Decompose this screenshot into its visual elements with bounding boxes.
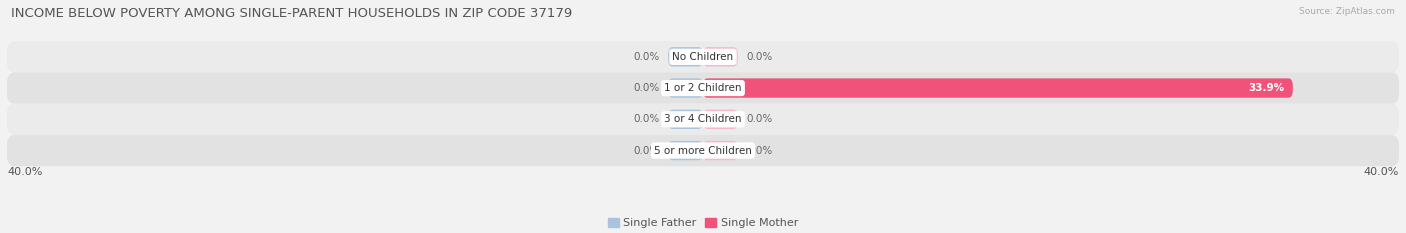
Text: 1 or 2 Children: 1 or 2 Children <box>664 83 742 93</box>
FancyBboxPatch shape <box>703 47 738 66</box>
FancyBboxPatch shape <box>7 41 1399 72</box>
Text: 0.0%: 0.0% <box>747 146 773 156</box>
Text: 0.0%: 0.0% <box>633 146 659 156</box>
FancyBboxPatch shape <box>703 110 738 129</box>
Text: 40.0%: 40.0% <box>7 168 42 178</box>
FancyBboxPatch shape <box>703 78 1294 98</box>
Text: 0.0%: 0.0% <box>747 114 773 124</box>
FancyBboxPatch shape <box>7 135 1399 166</box>
FancyBboxPatch shape <box>668 47 703 66</box>
Text: 0.0%: 0.0% <box>633 83 659 93</box>
FancyBboxPatch shape <box>7 72 1399 104</box>
FancyBboxPatch shape <box>703 141 738 160</box>
FancyBboxPatch shape <box>668 141 703 160</box>
FancyBboxPatch shape <box>7 104 1399 135</box>
Legend: Single Father, Single Mother: Single Father, Single Mother <box>603 213 803 233</box>
Text: 3 or 4 Children: 3 or 4 Children <box>664 114 742 124</box>
Text: INCOME BELOW POVERTY AMONG SINGLE-PARENT HOUSEHOLDS IN ZIP CODE 37179: INCOME BELOW POVERTY AMONG SINGLE-PARENT… <box>11 7 572 20</box>
Text: 33.9%: 33.9% <box>1249 83 1284 93</box>
FancyBboxPatch shape <box>668 78 703 98</box>
Text: 0.0%: 0.0% <box>747 52 773 62</box>
Text: 0.0%: 0.0% <box>633 114 659 124</box>
Text: 5 or more Children: 5 or more Children <box>654 146 752 156</box>
Text: Source: ZipAtlas.com: Source: ZipAtlas.com <box>1299 7 1395 16</box>
Text: No Children: No Children <box>672 52 734 62</box>
Text: 0.0%: 0.0% <box>633 52 659 62</box>
FancyBboxPatch shape <box>668 110 703 129</box>
Text: 40.0%: 40.0% <box>1364 168 1399 178</box>
